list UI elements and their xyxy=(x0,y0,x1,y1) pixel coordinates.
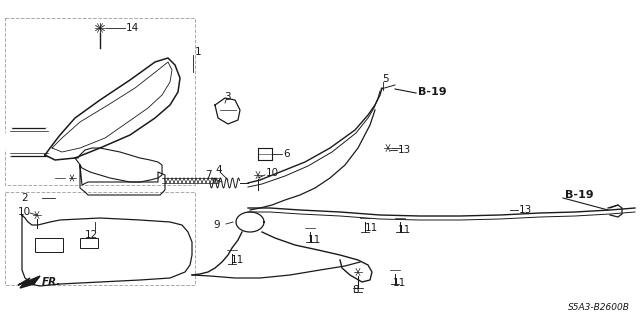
Text: 12: 12 xyxy=(85,230,99,240)
Text: 4: 4 xyxy=(215,165,221,175)
Text: 11: 11 xyxy=(231,255,244,265)
Text: 10: 10 xyxy=(18,207,31,217)
Ellipse shape xyxy=(505,209,515,216)
Text: 6: 6 xyxy=(283,149,290,159)
Text: 11: 11 xyxy=(308,235,321,245)
Ellipse shape xyxy=(43,128,53,156)
Text: FR.: FR. xyxy=(42,277,61,287)
Ellipse shape xyxy=(5,128,15,156)
Text: 11: 11 xyxy=(393,278,406,288)
Text: 9: 9 xyxy=(213,220,220,230)
Text: B-19: B-19 xyxy=(418,87,447,97)
Text: 13: 13 xyxy=(519,205,532,215)
Ellipse shape xyxy=(617,207,623,215)
Text: 1: 1 xyxy=(195,47,202,57)
Bar xyxy=(5,18,195,185)
Text: 13: 13 xyxy=(398,145,412,155)
Bar xyxy=(35,238,63,252)
Text: 11: 11 xyxy=(398,225,412,235)
Bar xyxy=(80,238,98,248)
Text: 7: 7 xyxy=(205,170,212,180)
Text: S5A3-B2600B: S5A3-B2600B xyxy=(568,303,630,313)
Text: 14: 14 xyxy=(126,23,140,33)
Text: 5: 5 xyxy=(382,74,388,84)
Text: 3: 3 xyxy=(224,92,230,102)
Bar xyxy=(5,192,195,285)
Text: 8: 8 xyxy=(352,285,358,295)
Text: 2: 2 xyxy=(21,193,28,203)
Ellipse shape xyxy=(376,88,385,95)
Text: B-19: B-19 xyxy=(565,190,594,200)
Polygon shape xyxy=(18,276,40,288)
Text: 10: 10 xyxy=(266,168,279,178)
Text: 11: 11 xyxy=(365,223,378,233)
Bar xyxy=(10,128,48,156)
